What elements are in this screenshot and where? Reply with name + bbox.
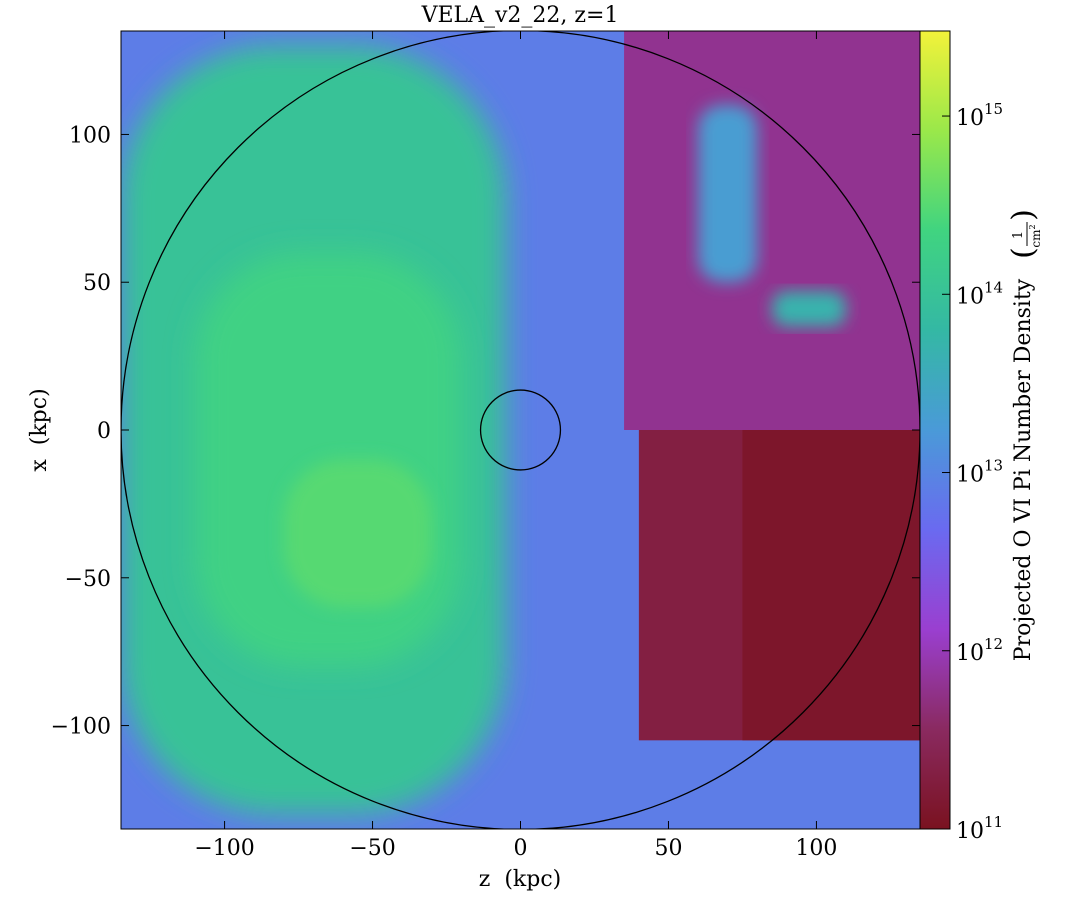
- colorbar-unit-paren-close: ): [1006, 209, 1041, 221]
- heatmap-region: [698, 104, 758, 283]
- y-tick-label: 100: [69, 123, 111, 148]
- y-axis-label: x (kpc): [27, 388, 52, 471]
- colorbar-unit-numerator: 1: [1011, 231, 1026, 239]
- colorbar-tick-label: 1014: [956, 278, 1003, 309]
- colorbar-gradient: [919, 30, 951, 830]
- y-tick-label: 50: [83, 271, 111, 296]
- x-tick-label: −50: [349, 836, 395, 861]
- overlay-circles: [121, 31, 920, 829]
- x-tick-label: 0: [514, 836, 528, 861]
- x-tick-label: 100: [795, 836, 837, 861]
- heatmap-region: [772, 291, 847, 327]
- colorbar-unit-denominator: cm2: [1028, 224, 1043, 247]
- colorbar-tick-label: 1013: [956, 457, 1003, 488]
- heatmap-image: [121, 31, 920, 829]
- colorbar: 1011 1012 1013 1014 1015: [919, 30, 1003, 844]
- chart-title: VELA_v2_22, z=1: [421, 3, 619, 28]
- colorbar-tick-label: 1011: [956, 813, 1003, 844]
- y-tick-label: −100: [51, 715, 111, 740]
- heatmap-region: [283, 459, 432, 608]
- heatmap-region: [742, 430, 920, 741]
- colorbar-tick-label: 1015: [956, 100, 1003, 131]
- colorbar-unit-paren-open: (: [1006, 247, 1041, 259]
- x-tick-label: −100: [194, 836, 254, 861]
- colorbar-label-text: Projected O VI Pi Number Density: [1011, 278, 1036, 661]
- x-tick-label: 50: [654, 836, 682, 861]
- y-axis: −100 −50 0 50 100: [51, 123, 920, 740]
- heatmap-region: [624, 31, 920, 430]
- y-tick-label: 0: [97, 419, 111, 444]
- colorbar-tick-label: 1012: [956, 635, 1003, 666]
- x-axis-label: z (kpc): [479, 867, 561, 892]
- colorbar-label: Projected O VI Pi Number Density ( 1 cm2…: [1006, 209, 1043, 661]
- x-axis: −100 −50 0 50 100: [194, 31, 837, 861]
- overlay-circle: [479, 389, 562, 471]
- y-tick-label: −50: [65, 567, 111, 592]
